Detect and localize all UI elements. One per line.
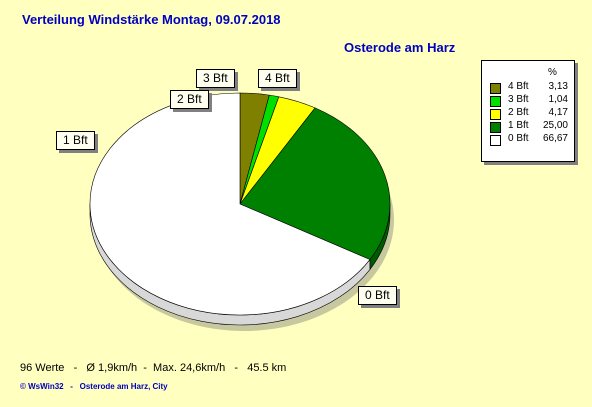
legend-value: 3,13 <box>548 81 568 92</box>
legend-item: 2 Bft 4,17 <box>482 107 574 120</box>
legend-swatch <box>490 122 501 133</box>
legend-swatch <box>490 135 501 146</box>
legend-item: 1 Bft 25,00 <box>482 120 574 133</box>
slice-label-4-bft: 4 Bft <box>258 69 297 88</box>
legend-value: 1,04 <box>548 94 568 105</box>
legend-swatch <box>490 109 501 120</box>
legend-label: 3 Bft <box>508 94 529 105</box>
slice-label-1-bft: 1 Bft <box>56 131 95 150</box>
station-name: Osterode am Harz <box>344 40 456 55</box>
legend-item: 0 Bft 66,67 <box>482 133 574 146</box>
legend-header: % <box>548 67 557 78</box>
legend-label: 2 Bft <box>508 107 529 118</box>
legend: % 4 Bft 3,13 3 Bft 1,04 2 Bft 4,17 1 Bft 25,00 0… <box>481 60 575 162</box>
pie-slice-0-bft <box>89 92 371 316</box>
slice-label-3-bft: 3 Bft <box>196 69 235 88</box>
legend-swatch <box>490 96 501 107</box>
legend-value: 66,67 <box>542 133 568 144</box>
legend-item: 3 Bft 1,04 <box>482 94 574 107</box>
legend-value: 25,00 <box>542 120 568 131</box>
slice-label-0-bft: 0 Bft <box>358 286 397 305</box>
slice-label-2-bft: 2 Bft <box>170 90 209 109</box>
legend-label: 4 Bft <box>508 81 529 92</box>
stats-line: 96 Werte - Ø 1,9km/h - Max. 24,6km/h - 4… <box>20 362 287 374</box>
footer-credit: © WsWin32 - Osterode am Harz, City <box>20 382 168 391</box>
legend-label: 0 Bft <box>508 133 529 144</box>
chart-title: Verteilung Windstärke Montag, 09.07.2018 <box>22 12 281 27</box>
legend-swatch <box>490 83 501 94</box>
legend-item: 4 Bft 3,13 <box>482 81 574 94</box>
pie-slice-1-bft <box>239 107 391 260</box>
legend-label: 1 Bft <box>508 120 529 131</box>
legend-value: 4,17 <box>548 107 568 118</box>
